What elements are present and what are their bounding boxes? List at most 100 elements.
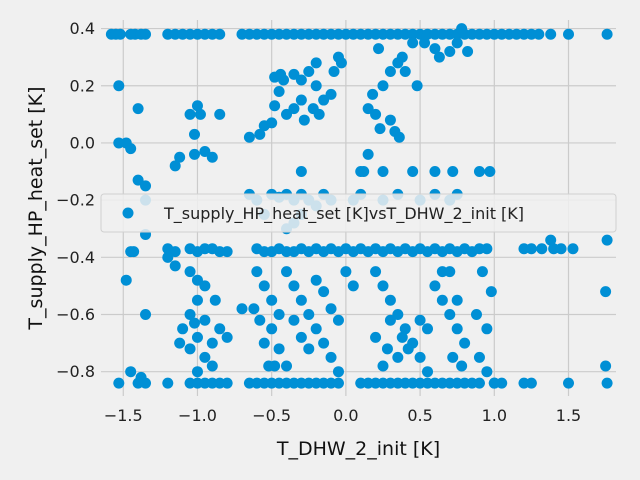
data-point [355, 166, 367, 178]
data-point [601, 377, 613, 389]
data-point [473, 166, 485, 178]
y-axis-label: T_supply_HP_heat_set [K] [25, 86, 47, 330]
data-point [325, 351, 337, 363]
x-tick-label: −1.5 [104, 406, 143, 425]
y-tick-label: −0.2 [56, 191, 95, 210]
data-point [254, 314, 266, 326]
data-point [140, 180, 152, 192]
data-point [433, 51, 445, 63]
data-point [288, 68, 300, 80]
data-point [273, 309, 285, 321]
data-point [199, 280, 211, 292]
data-point [310, 274, 322, 286]
data-point [601, 234, 613, 246]
data-point [451, 294, 463, 306]
data-point [258, 280, 270, 292]
data-point [411, 80, 423, 92]
data-point [422, 366, 434, 378]
data-point [536, 243, 548, 255]
data-point [399, 323, 411, 335]
data-point [473, 377, 485, 389]
data-point [206, 360, 218, 372]
data-point [377, 360, 389, 372]
data-point [174, 151, 186, 163]
data-point [140, 28, 152, 40]
data-point [533, 28, 545, 40]
data-point [266, 294, 278, 306]
data-point [545, 28, 557, 40]
data-point [281, 266, 293, 278]
data-point [325, 303, 337, 315]
data-point [459, 337, 471, 349]
data-point [377, 280, 389, 292]
data-point [298, 114, 310, 126]
data-point [436, 294, 448, 306]
data-point [295, 331, 307, 343]
x-tick-label: 0.0 [333, 406, 358, 425]
data-point [189, 128, 201, 140]
data-point [374, 123, 386, 135]
data-point [251, 266, 263, 278]
data-point [456, 360, 468, 372]
data-point [191, 294, 203, 306]
data-point [447, 166, 459, 178]
x-axis-label: T_DHW_2_init [K] [276, 438, 440, 460]
data-point [310, 80, 322, 92]
data-point [113, 80, 125, 92]
legend-label: T_supply_HP_heat_set [K]vsT_DHW_2_init [… [163, 204, 524, 224]
data-point [335, 57, 347, 69]
data-point [295, 166, 307, 178]
data-point [419, 37, 431, 49]
data-point [545, 234, 557, 246]
data-point [481, 366, 493, 378]
data-point [169, 160, 181, 172]
data-point [174, 337, 186, 349]
data-point [601, 28, 613, 40]
data-point [384, 294, 396, 306]
y-tick-label: −0.4 [56, 248, 95, 267]
data-point [393, 131, 405, 143]
data-point [254, 128, 266, 140]
data-point [295, 94, 307, 106]
x-tick-label: 0.5 [407, 406, 432, 425]
data-point [328, 65, 340, 77]
data-point [473, 351, 485, 363]
data-point [125, 246, 137, 258]
data-point [295, 294, 307, 306]
data-point [399, 65, 411, 77]
data-point [313, 108, 325, 120]
data-point [600, 286, 612, 298]
data-point [281, 108, 293, 120]
data-point [362, 148, 374, 160]
data-point [318, 286, 330, 298]
data-point [484, 166, 496, 178]
data-point [563, 377, 575, 389]
data-point [384, 314, 396, 326]
data-point [194, 108, 206, 120]
data-point [422, 323, 434, 335]
data-point [169, 246, 181, 258]
data-point [162, 251, 174, 263]
data-point [243, 131, 255, 143]
data-points [105, 23, 613, 389]
data-point [295, 74, 307, 86]
data-point [429, 280, 441, 292]
data-point [275, 68, 287, 80]
data-point [362, 103, 374, 115]
legend-box [100, 193, 617, 233]
data-point [132, 377, 144, 389]
data-point [191, 331, 203, 343]
data-point [370, 108, 382, 120]
data-point [125, 366, 137, 378]
data-point [214, 28, 226, 40]
data-point [184, 309, 196, 321]
data-point [199, 351, 211, 363]
data-point [377, 80, 389, 92]
data-point [332, 314, 344, 326]
data-point [310, 323, 322, 335]
data-point [169, 260, 181, 272]
data-point [189, 317, 201, 329]
data-point [444, 309, 456, 321]
data-point [429, 166, 441, 178]
y-tick-label: −0.6 [56, 305, 95, 324]
